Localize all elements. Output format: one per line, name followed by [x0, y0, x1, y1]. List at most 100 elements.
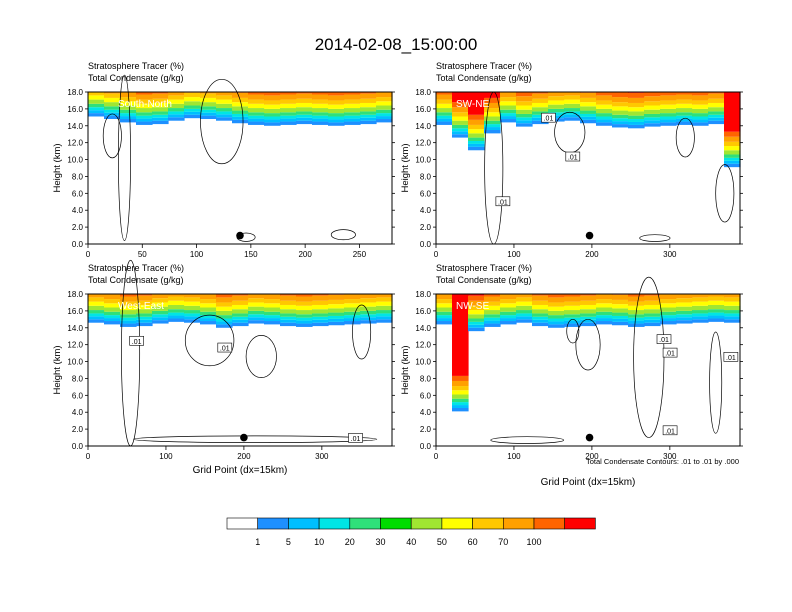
tracer-band — [184, 316, 201, 320]
contour-label: .01 — [568, 155, 578, 162]
tracer-band — [660, 303, 677, 308]
tracer-band — [676, 92, 693, 95]
tracer-band — [708, 304, 725, 310]
tracer-band — [708, 117, 725, 121]
tracer-band — [152, 111, 169, 115]
condensate-contour — [133, 435, 378, 443]
tracer-band — [136, 118, 153, 122]
tracer-band — [216, 321, 233, 325]
tracer-band — [88, 310, 105, 314]
tracer-band — [344, 315, 361, 319]
x-axis-label: Grid Point (dx=15km) — [193, 465, 288, 476]
tracer-band — [660, 92, 677, 96]
panel-subtitle-tracer: Stratosphere Tracer (%) — [88, 61, 184, 71]
contour-label-box — [495, 196, 511, 207]
panel-sw-ne: .01 .01 .01 0.0 2.0 4.0 6.0 8.0 10.0 12.0 14.0 16.0… — [400, 61, 743, 259]
tracer-band — [500, 105, 517, 110]
tracer-band — [280, 294, 297, 296]
tracer-band — [184, 319, 201, 323]
tracer-band — [152, 120, 169, 125]
tracer-band — [660, 299, 677, 304]
tracer-band — [200, 318, 217, 322]
colorbar-cell — [349, 517, 381, 530]
tracer-band — [724, 310, 741, 314]
tracer-band — [532, 111, 549, 115]
tracer-band — [708, 107, 725, 112]
y-tick-label: 4.0 — [72, 408, 84, 417]
tracer-band — [676, 320, 693, 324]
y-tick-label: 14.0 — [415, 324, 431, 333]
tracer-band — [500, 116, 517, 120]
tracer-band — [152, 102, 169, 108]
cross-section-label: SW-NE — [456, 99, 489, 110]
tracer-band — [644, 101, 661, 106]
y-tick-label: 16.0 — [67, 105, 83, 114]
tracer-band — [612, 304, 629, 309]
colorbar-cell — [472, 517, 504, 530]
tracer-band — [360, 314, 377, 318]
tracer-band — [152, 310, 169, 315]
x-tick-label: 300 — [315, 452, 329, 461]
tracer-band — [232, 316, 249, 320]
tracer-band — [104, 303, 121, 308]
contour-label: .01 — [665, 351, 675, 358]
y-tick-label: 10.0 — [67, 156, 83, 165]
tracer-band — [660, 119, 677, 123]
tracer-band — [612, 318, 629, 322]
tracer-band — [436, 294, 453, 300]
tracer-band — [184, 297, 201, 302]
tracer-band — [548, 294, 565, 298]
tracer-band — [312, 112, 329, 116]
tracer-band — [628, 92, 645, 98]
tracer-band — [644, 316, 661, 320]
tracer-band — [232, 294, 249, 296]
tracer-band — [152, 320, 169, 324]
tracer-band — [360, 294, 377, 299]
tracer-band — [580, 313, 597, 317]
tracer-band — [532, 102, 549, 108]
tracer-band — [564, 294, 581, 297]
tracer-band — [248, 320, 265, 324]
y-tick-label: 12.0 — [415, 341, 431, 350]
tracer-band — [644, 96, 661, 102]
tracer-band — [248, 92, 265, 95]
tracer-band — [612, 102, 629, 107]
location-marker — [585, 433, 594, 442]
tracer-band — [628, 97, 645, 103]
tracer-band — [516, 301, 533, 306]
tracer-band — [676, 108, 693, 113]
tracer-band — [612, 124, 629, 128]
tracer-band — [376, 109, 393, 114]
tracer-band — [312, 115, 329, 119]
tracer-band — [564, 92, 581, 96]
tracer-band — [88, 313, 105, 317]
tracer-band — [452, 375, 469, 381]
footnote: Total Condensate Contours: .01 to .01 by… — [586, 457, 739, 466]
tracer-band — [104, 92, 121, 94]
colorbar-label: 20 — [345, 537, 355, 547]
tracer-band — [548, 315, 565, 319]
condensate-contour — [352, 304, 372, 360]
tracer-band — [200, 321, 217, 325]
panel-west-east: .01 .01 .01 0.0 2.0 4.0 6.0 8.0 10.0 12.0 14.0 16.0… — [52, 259, 395, 476]
tracer-band — [612, 321, 629, 326]
tracer-band — [344, 121, 361, 125]
tracer-band — [484, 127, 501, 130]
tracer-band — [328, 116, 345, 120]
tracer-band — [248, 115, 265, 119]
tracer-band — [516, 92, 533, 97]
tracer-band — [344, 108, 361, 113]
tracer-band — [264, 100, 281, 105]
y-tick-label: 10.0 — [67, 358, 83, 367]
tracer-band — [660, 315, 677, 319]
tracer-band — [452, 380, 469, 387]
tracer-band — [692, 113, 709, 117]
condensate-contour — [184, 314, 235, 367]
tracer-band — [168, 108, 185, 112]
tracer-band — [296, 294, 313, 297]
tracer-band — [360, 117, 377, 121]
tracer-band — [360, 93, 377, 99]
tracer-band — [516, 310, 533, 314]
tracer-band — [136, 121, 153, 125]
